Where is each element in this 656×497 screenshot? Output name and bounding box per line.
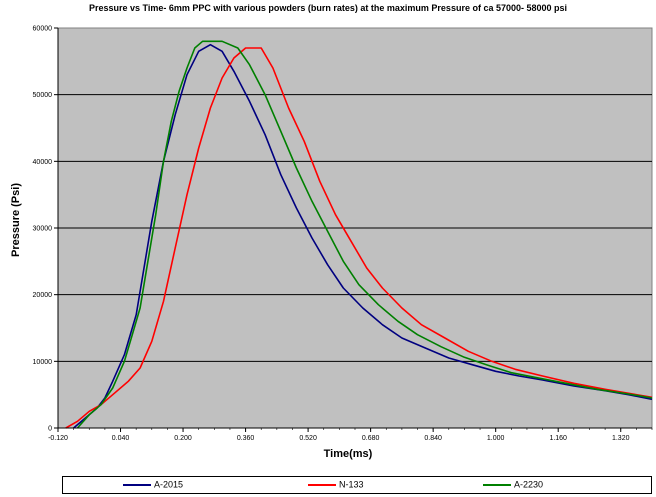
x-tick-label: 0.680 bbox=[362, 435, 380, 442]
x-tick-label: 0.840 bbox=[424, 435, 442, 442]
series-line-a-2230 bbox=[76, 40, 653, 429]
legend-label-a2015: A-2015 bbox=[154, 479, 184, 490]
y-tick-label: 40000 bbox=[33, 159, 53, 166]
x-axis-label: Time(ms) bbox=[323, 448, 373, 460]
series-line-n-133 bbox=[65, 47, 653, 429]
legend-entry-a2230: A-2230 bbox=[483, 479, 543, 493]
x-tick-label: 1.320 bbox=[612, 435, 630, 442]
legend-entry-n133: N-133 bbox=[308, 479, 364, 493]
chart-title: Pressure vs Time- 6mm PPC with various p… bbox=[88, 3, 568, 13]
y-tick-label: 30000 bbox=[33, 226, 53, 233]
y-tick-label: 50000 bbox=[33, 92, 53, 99]
x-tick-label: 0.040 bbox=[112, 435, 130, 442]
axes: 0 10000 20000 30000 40000 50000 60000 -0.120 0.0… bbox=[33, 26, 653, 442]
y-tick-label: 10000 bbox=[33, 359, 53, 366]
legend: A-2015 N-133 A-2230 bbox=[62, 476, 652, 494]
gridlines bbox=[58, 94, 652, 362]
y-tick-label: 60000 bbox=[33, 26, 53, 33]
legend-swatch-a2015 bbox=[123, 483, 151, 486]
y-tick-label: 20000 bbox=[33, 292, 53, 299]
legend-swatch-n133 bbox=[308, 483, 336, 486]
x-tick-label: 0.520 bbox=[299, 435, 317, 442]
y-axis-label: Pressure (Psi) bbox=[10, 183, 22, 257]
legend-label-a2230: A-2230 bbox=[514, 479, 544, 490]
x-tick-label: 1.000 bbox=[487, 435, 505, 442]
x-tick-label: -0.120 bbox=[48, 435, 68, 442]
x-tick-label: 0.360 bbox=[237, 435, 255, 442]
legend-swatch-a2230 bbox=[483, 483, 511, 486]
y-tick-label: 0 bbox=[48, 426, 52, 433]
x-tick-label: 0.200 bbox=[174, 435, 192, 442]
x-tick-label: 1.160 bbox=[549, 435, 567, 442]
series-lines bbox=[65, 40, 653, 429]
series-line-a-2015 bbox=[73, 43, 653, 429]
legend-label-n133: N-133 bbox=[339, 479, 364, 490]
legend-entry-a2015: A-2015 bbox=[123, 479, 183, 493]
